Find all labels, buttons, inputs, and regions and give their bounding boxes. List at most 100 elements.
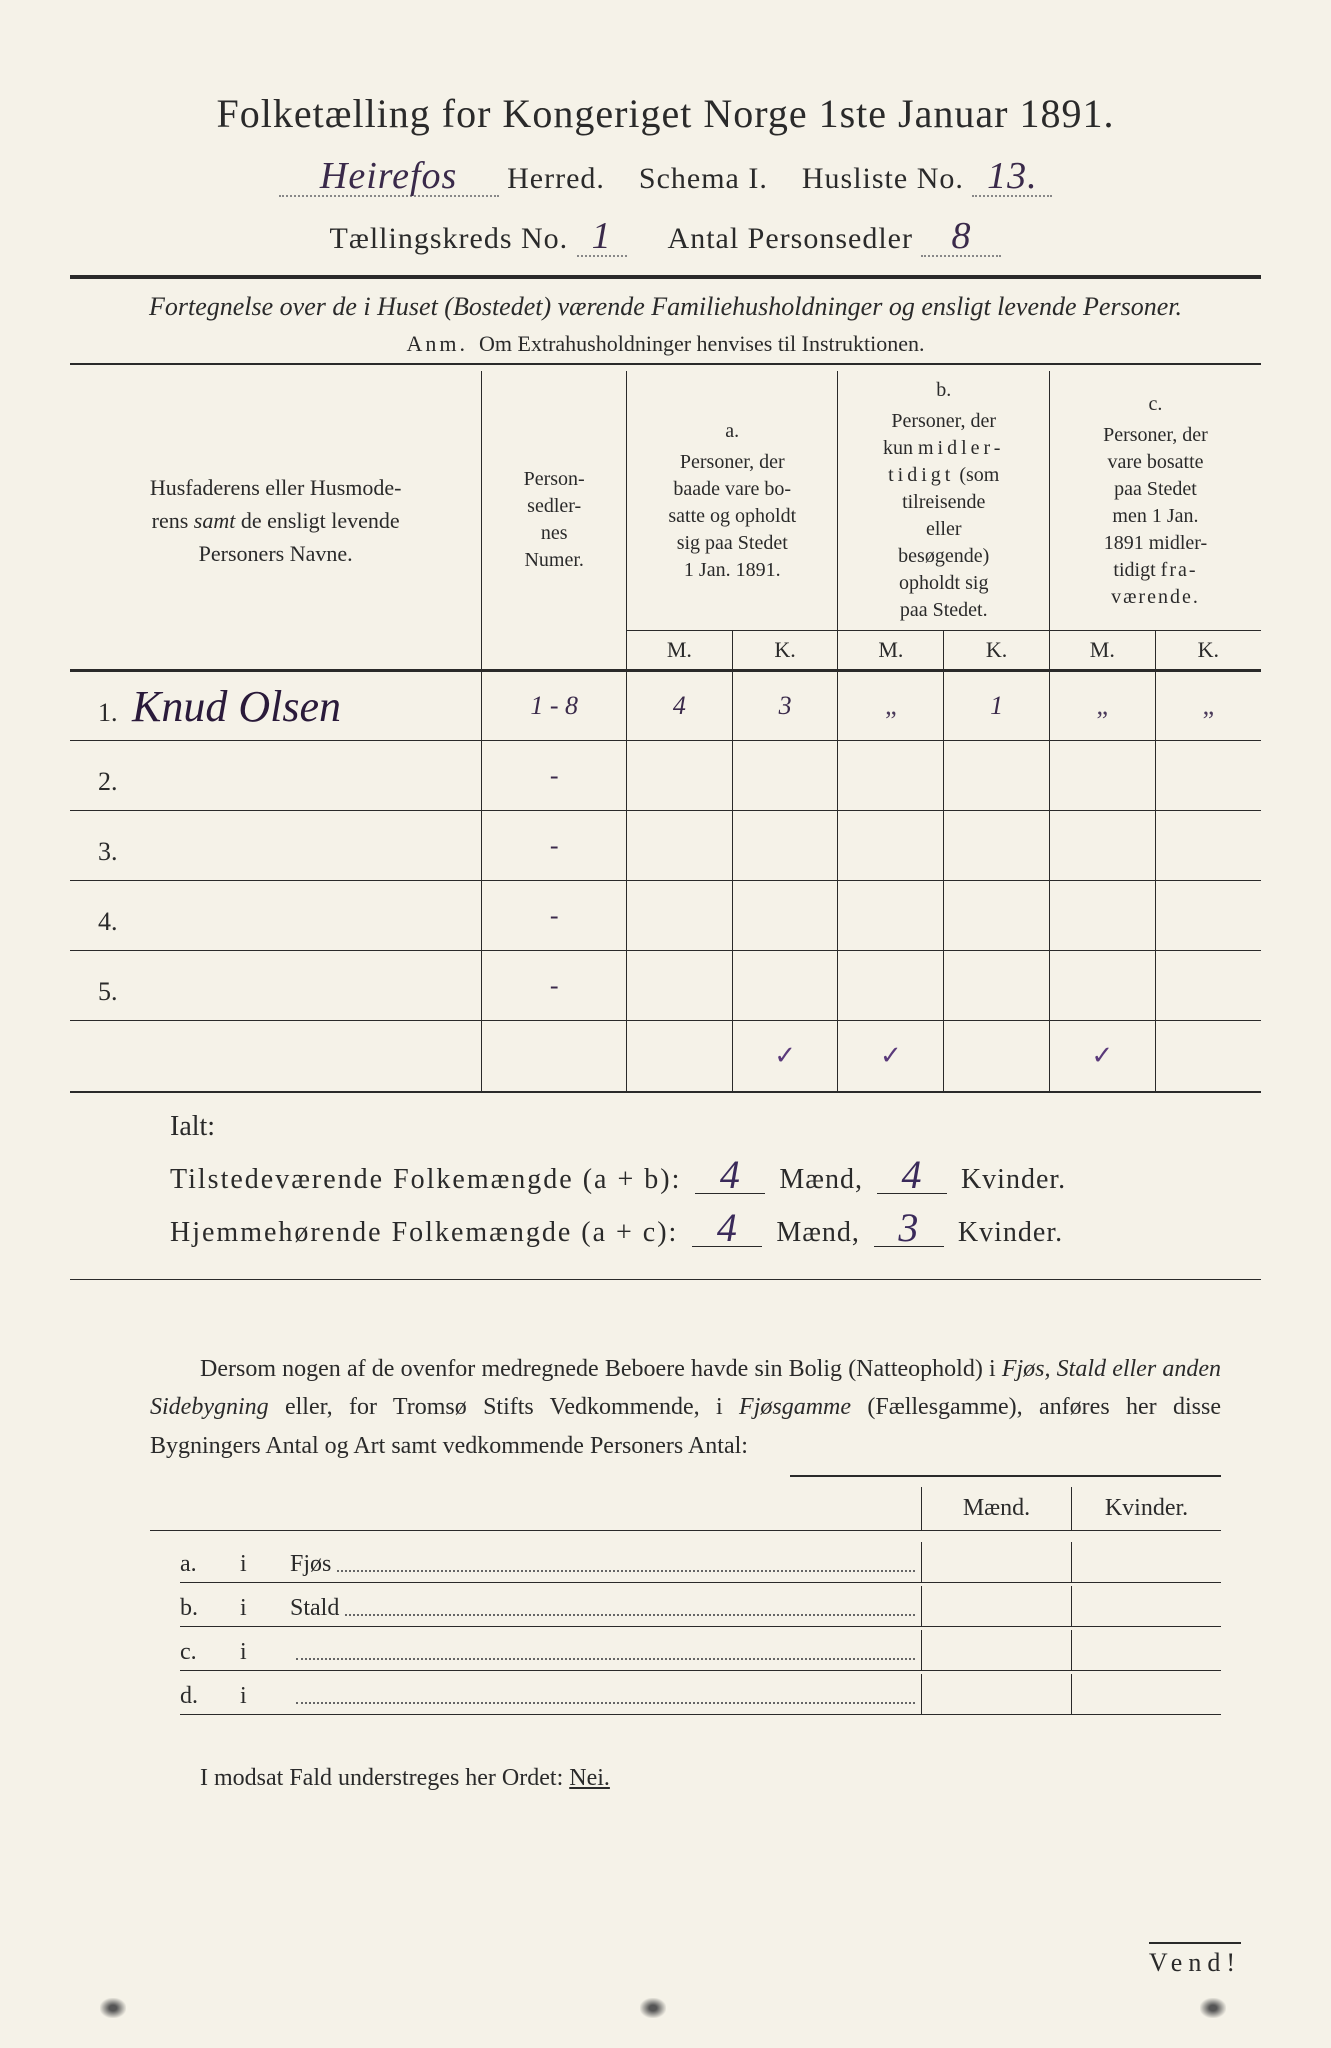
anm-text: Om Extrahusholdninger henvises til Instr…: [479, 331, 924, 356]
blank: [627, 1021, 733, 1091]
page-title: Folketælling for Kongeriget Norge 1ste J…: [70, 90, 1261, 137]
col-name-header: Husfaderens eller Husmode-rens samt de e…: [70, 371, 482, 671]
check-mark: ✓: [838, 1021, 944, 1091]
a-k: K.: [732, 631, 838, 671]
table-row: 1. Knud Olsen 1 - 8 4 3 „ 1 „ „: [70, 671, 1261, 741]
a-m-value: [627, 881, 733, 951]
rule: [150, 1530, 1221, 1531]
building-row: c. i: [180, 1627, 1221, 1671]
col-num-header: Person-sedler-nesNumer.: [482, 371, 627, 671]
b-m: M.: [838, 631, 944, 671]
nei-line: I modsat Fald understreges her Ordet: Ne…: [200, 1765, 1261, 1792]
table-row: 5. -: [70, 951, 1261, 1021]
person-name: Knud Olsen: [124, 682, 341, 731]
a-k-value: 3: [732, 671, 838, 741]
personsedler-num: -: [482, 811, 627, 881]
c-k-value: [1155, 951, 1261, 1021]
nei-word: Nei.: [569, 1765, 610, 1791]
kreds-label: Tællingskreds No.: [330, 222, 569, 255]
b-k-value: [944, 881, 1050, 951]
header-line-2: Tællingskreds No. 1 Antal Personsedler 8: [70, 217, 1261, 257]
dots-fill: [345, 1614, 915, 1616]
herred-value: Heirefos: [279, 157, 499, 197]
check-mark: ✓: [732, 1021, 838, 1091]
rule: [70, 363, 1261, 365]
table-row: 2. -: [70, 741, 1261, 811]
herred-label: Herred.: [507, 162, 605, 195]
row-label-cell: 3.: [70, 811, 482, 881]
b-m-value: [838, 881, 944, 951]
c-m-value: [1049, 741, 1155, 811]
person-name: [118, 891, 126, 940]
c-k: K.: [1155, 631, 1261, 671]
b-k-value: [944, 741, 1050, 811]
person-name: [118, 961, 126, 1010]
b-m-value: „: [838, 671, 944, 741]
blank: [482, 1021, 627, 1091]
paper-mark: [1200, 1998, 1226, 2018]
l1-kvinder-value: 4: [877, 1157, 947, 1194]
a-m-value: [627, 811, 733, 881]
personsedler-num: 1 - 8: [482, 671, 627, 741]
maend-cell: [921, 1542, 1071, 1582]
c-k-value: [1155, 811, 1261, 881]
c-m-value: [1049, 811, 1155, 881]
b-m-value: [838, 811, 944, 881]
personsedler-num: -: [482, 951, 627, 1021]
personsedler-num: -: [482, 881, 627, 951]
a-k-value: [732, 881, 838, 951]
row-number: 3.: [78, 837, 118, 866]
a-m-value: [627, 951, 733, 1021]
l1-maend-value: 4: [695, 1157, 765, 1194]
row-label-cell: 4.: [70, 881, 482, 951]
subtitle: Fortegnelse over de i Huset (Bostedet) v…: [130, 289, 1201, 325]
maend-cell: [921, 1630, 1071, 1670]
nei-pre: I modsat Fald understreges her Ordet:: [200, 1765, 569, 1791]
totals-line-1: Tilstedeværende Folkemængde (a + b): 4 M…: [170, 1157, 1231, 1196]
kvinder-label: Kvinder.: [961, 1164, 1066, 1195]
row-letter: d.: [180, 1683, 240, 1710]
para-text: eller, for Tromsø Stifts Vedkommende, i: [269, 1394, 739, 1420]
personsedler-num: -: [482, 741, 627, 811]
rule: [70, 1279, 1261, 1280]
row-number: 2.: [78, 767, 118, 796]
c-tag: c.: [1058, 391, 1253, 418]
row-i: i: [240, 1551, 290, 1578]
c-m-value: [1049, 881, 1155, 951]
maend-col-header: Mænd.: [921, 1487, 1071, 1530]
row-letter: c.: [180, 1639, 240, 1666]
blank: [1155, 1021, 1261, 1091]
check-mark: ✓: [1049, 1021, 1155, 1091]
row-label-cell: 1. Knud Olsen: [70, 671, 482, 741]
c-m-value: „: [1049, 671, 1155, 741]
schema-label: Schema I.: [639, 162, 768, 195]
a-tag: a.: [635, 418, 829, 445]
l2-maend-value: 4: [692, 1210, 762, 1247]
building-list: a. i Fjøs b. i Stald c. i d. i: [180, 1539, 1221, 1715]
husliste-value: 13.: [972, 157, 1052, 197]
kvinder-col-header: Kvinder.: [1071, 1487, 1221, 1530]
row-number: 4.: [78, 907, 118, 936]
maend-label: Mænd,: [776, 1217, 860, 1248]
kreds-value: 1: [577, 217, 627, 257]
vend-label: Vend!: [1149, 1942, 1241, 1978]
c-m: M.: [1049, 631, 1155, 671]
l2-kvinder-value: 3: [874, 1210, 944, 1247]
col-c-header: c. Personer, dervare bosattepaa Stedetme…: [1049, 371, 1261, 631]
dots-fill: [296, 1658, 915, 1660]
b-k-value: [944, 951, 1050, 1021]
antal-label: Antal Personsedler: [668, 222, 913, 255]
header-line-1: Heirefos Herred. Schema I. Husliste No. …: [70, 157, 1261, 197]
tilstede-label: Tilstedeværende Folkemængde (a + b):: [170, 1164, 681, 1195]
b-m-value: [838, 741, 944, 811]
totals-line-2: Hjemmehørende Folkemængde (a + c): 4 Mæn…: [170, 1210, 1231, 1249]
a-m-value: 4: [627, 671, 733, 741]
row-i: i: [240, 1595, 290, 1622]
rule: [70, 1091, 1261, 1093]
a-k-value: [732, 811, 838, 881]
c-m-value: [1049, 951, 1155, 1021]
kvinder-cell: [1071, 1674, 1221, 1714]
dots-fill: [296, 1702, 915, 1704]
b-tag: b.: [846, 377, 1040, 404]
totals-block: Ialt: Tilstedeværende Folkemængde (a + b…: [170, 1111, 1231, 1249]
